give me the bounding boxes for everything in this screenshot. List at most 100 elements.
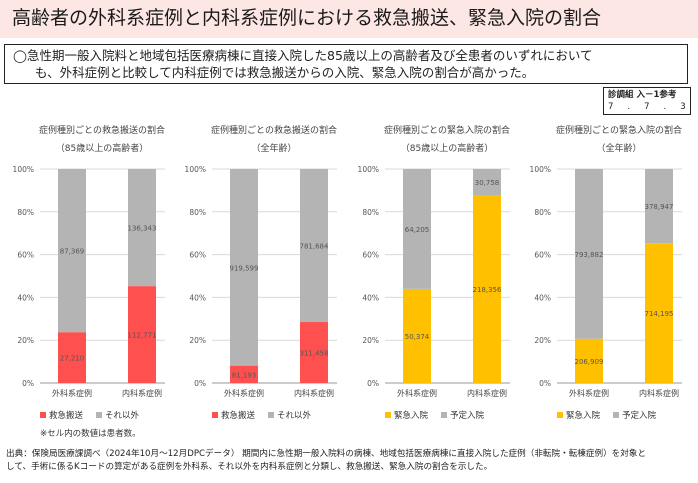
source-line-1: 出典：保険局医療課調べ（2024年10月～12月DPCデータ） 期間内に急性期一…: [6, 449, 647, 459]
reference-tag: 診調組 入－1参考 7.7.3: [603, 87, 691, 115]
chart-3-data-label: 30,758: [475, 179, 500, 187]
chart-2-data-label: 81,193: [232, 371, 257, 379]
chart-4-x-tick: 外科系症例: [569, 388, 609, 398]
chart-3-y-tick: 0%: [367, 379, 379, 388]
chart-2-y-tick: 80%: [189, 208, 206, 217]
chart-3-bar-1-seg-2: [403, 169, 431, 289]
chart-1-y-tick: 80%: [17, 208, 34, 217]
chart-2-legend-swatch-1: [212, 412, 218, 418]
chart-3-legend-label-2: 予定入院: [450, 410, 485, 421]
chart-4-y-tick: 20%: [534, 336, 551, 345]
chart-2-x-tick: 外科系症例: [224, 388, 264, 398]
chart-4-legend-label-1: 緊急入院: [566, 410, 601, 421]
chart-2-y-tick: 20%: [189, 336, 206, 345]
chart-1-subtitle: （85歳以上の高齢者）: [56, 142, 148, 154]
chart-1-x-tick: 内科系症例: [122, 388, 162, 398]
chart-4-data-label: 714,195: [645, 310, 674, 318]
chart-3-bar-2-seg-2: [473, 169, 501, 196]
chart-2-legend-label-1: 救急搬送: [221, 410, 256, 421]
chart-1-bar-2-seg-2: [128, 169, 156, 287]
chart-2-data-label: 781,684: [300, 243, 329, 251]
chart-2-bar-2-seg-2: [300, 169, 328, 323]
chart-1-legend-label-1: 救急搬送: [49, 410, 84, 421]
charts-area: 症例種別ごとの救急搬送の割合 （85歳以上の高齢者） 0% 20% 40% 60% 80% 1…: [13, 124, 682, 439]
chart-2-title: 症例種別ごとの救急搬送の割合: [211, 124, 337, 136]
chart-2-bar-2-seg-1: [300, 322, 328, 383]
chart-1-legend-label-2: それ以外: [105, 410, 140, 421]
chart-4-data-label: 378,947: [645, 203, 674, 211]
chart-1-y-tick: 0%: [22, 379, 34, 388]
chart-4-y-tick: 100%: [530, 165, 551, 174]
chart-4-y-tick: 40%: [534, 293, 551, 302]
chart-1-bar-2-seg-1: [128, 286, 156, 383]
chart-3-y-tick: 20%: [362, 336, 379, 345]
header-band: 高齢者の外科系症例と内科系症例における救急搬送、緊急入院の割合: [0, 0, 698, 38]
chart-1-bar-1-seg-1: [58, 332, 86, 383]
chart-3-y-tick: 100%: [358, 165, 379, 174]
chart-1-data-label: 87,369: [60, 248, 85, 256]
chart-3-data-label: 218,356: [473, 286, 502, 294]
summary-box: ◯急性期一般入院料と地域包括医療病棟に直接入院した85歳以上の高齢者及び全患者の…: [4, 44, 688, 84]
chart-4-data-label: 206,909: [575, 358, 604, 366]
chart-4-y-tick: 60%: [534, 251, 551, 260]
chart-4-bar-1-seg-1: [575, 338, 603, 383]
chart-4-title: 症例種別ごとの緊急入院の割合: [556, 124, 682, 136]
chart-3-legend-swatch-1: [385, 412, 391, 418]
chart-1-x-tick: 外科系症例: [52, 388, 92, 398]
chart-4-legend-label-2: 予定入院: [622, 410, 657, 421]
chart-2-y-tick: 40%: [189, 293, 206, 302]
chart-2-y-tick: 60%: [189, 251, 206, 260]
chart-1-bar-1-seg-2: [58, 169, 86, 333]
chart-3-legend-label-1: 緊急入院: [394, 410, 429, 421]
reference-tag-line-2: 7.7.3: [608, 102, 698, 112]
chart-2-x-tick: 内科系症例: [294, 388, 334, 398]
chart-3-x-tick: 外科系症例: [397, 388, 437, 398]
chart-4-bar-2-seg-2: [645, 169, 673, 244]
chart-2-data-label: 919,599: [230, 264, 259, 272]
chart-4-legend-swatch-1: [557, 412, 563, 418]
chart-4-y-tick: 80%: [534, 208, 551, 217]
chart-2-subtitle: （全年齢）: [251, 142, 296, 154]
chart-2-legend-label-2: それ以外: [277, 410, 312, 421]
chart-3-subtitle: （85歳以上の高齢者）: [401, 142, 493, 154]
chart-3-data-label: 64,205: [405, 226, 430, 234]
chart-1-title: 症例種別ごとの救急搬送の割合: [39, 124, 165, 136]
chart-1-y-tick: 20%: [17, 336, 34, 345]
chart-3-x-tick: 内科系症例: [467, 388, 507, 398]
reference-tag-line-1: 診調組 入－1参考: [608, 90, 677, 100]
chart-2-y-tick: 0%: [194, 379, 206, 388]
chart-3-title: 症例種別ごとの緊急入院の割合: [384, 124, 510, 136]
chart-1-legend-swatch-2: [96, 412, 102, 418]
chart-3-bar-1-seg-1: [403, 288, 431, 383]
chart-1-data-label: 27,210: [60, 355, 85, 363]
chart-1-y-tick: 100%: [13, 165, 34, 174]
chart-3-bar-2-seg-1: [473, 195, 501, 383]
chart-4-y-tick: 0%: [539, 379, 551, 388]
chart-4-bar-1-seg-2: [575, 169, 603, 339]
chart-3-y-tick: 80%: [362, 208, 379, 217]
source-note: 出典：保険局医療課調べ（2024年10月～12月DPCデータ） 期間内に急性期一…: [6, 448, 694, 474]
chart-note: ※セル内の数値は患者数。: [40, 428, 141, 439]
chart-1-data-label: 136,343: [128, 225, 157, 233]
chart-2-bar-1-seg-2: [230, 169, 258, 366]
chart-3-y-tick: 40%: [362, 293, 379, 302]
chart-3-y-tick: 60%: [362, 251, 379, 260]
chart-4-subtitle: （全年齢）: [596, 142, 641, 154]
summary-line-1: ◯急性期一般入院料と地域包括医療病棟に直接入院した85歳以上の高齢者及び全患者の…: [13, 48, 593, 63]
chart-2-legend-swatch-2: [268, 412, 274, 418]
chart-4-x-tick: 内科系症例: [639, 388, 679, 398]
chart-3-data-label: 50,374: [405, 333, 430, 341]
chart-1-legend-swatch-1: [40, 412, 46, 418]
chart-2-data-label: 311,458: [300, 350, 329, 358]
chart-4-legend-swatch-2: [613, 412, 619, 418]
chart-1-data-label: 112,771: [128, 332, 157, 340]
page-title: 高齢者の外科系症例と内科系症例における救急搬送、緊急入院の割合: [12, 7, 602, 29]
chart-4-bar-2-seg-1: [645, 243, 673, 383]
chart-2-y-tick: 100%: [185, 165, 206, 174]
chart-4-data-label: 793,882: [575, 251, 604, 259]
summary-line-2: も、外科症例と比較して内科症例では救急搬送からの入院、緊急入院の割合が高かった。: [35, 65, 535, 80]
chart-2-bar-1-seg-1: [230, 365, 258, 383]
source-line-2: して、手術に係るKコードの算定がある症例を外科系、それ以外を内科系症例と分類し、…: [6, 462, 493, 472]
chart-1-y-tick: 40%: [17, 293, 34, 302]
chart-3-legend-swatch-2: [441, 412, 447, 418]
